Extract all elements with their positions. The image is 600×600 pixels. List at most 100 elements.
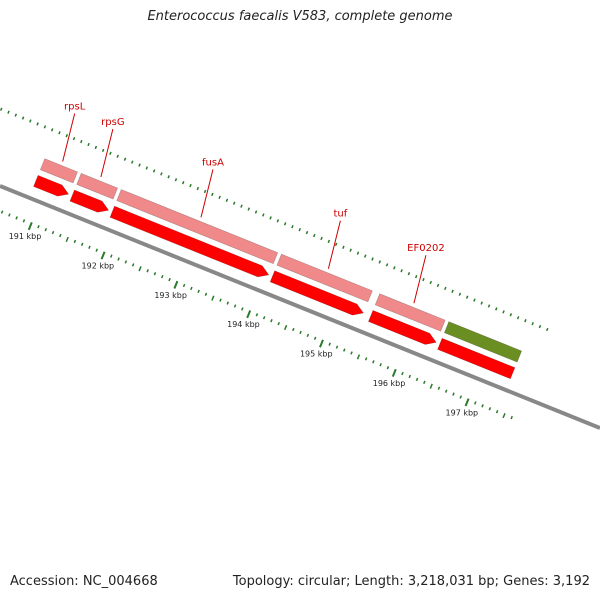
lower-tick [88, 245, 91, 249]
lower-tick [173, 280, 179, 289]
upper-tick [378, 260, 382, 264]
lower-tick [379, 363, 382, 367]
upper-tick [131, 160, 134, 164]
upper-tick [29, 119, 32, 123]
lower-tick [160, 274, 164, 279]
lower-tick [211, 295, 215, 301]
feature-red-3 [437, 337, 516, 380]
upper-tick [58, 131, 61, 135]
kbp-label-195: 195 kbp [300, 350, 333, 359]
upper-tick [407, 272, 411, 276]
gene-fusA-bar [116, 189, 279, 265]
lower-tick [391, 368, 397, 378]
feature-olive-2 [443, 321, 523, 363]
upper-tick [218, 195, 221, 200]
lower-tick [204, 292, 208, 296]
upper-tick [43, 125, 47, 129]
upper-tick [167, 175, 170, 179]
gene-rpsG-arrow [69, 189, 110, 213]
lower-tick [299, 330, 302, 335]
upper-tick [291, 225, 294, 229]
accession-text: Accession: NC_004668 [10, 574, 158, 589]
gene-EF0202-label: EF0202 [407, 243, 445, 254]
upper-tick [7, 110, 10, 114]
upper-tick [342, 245, 345, 249]
upper-tick [174, 178, 178, 182]
lower-tick [350, 351, 353, 355]
lower-tick [146, 269, 149, 273]
lower-tick [124, 260, 128, 264]
gene-EF0202-arrow [368, 310, 437, 345]
upper-tick [473, 298, 476, 302]
map-title: Enterococcus faecalis V583, complete gen… [147, 9, 453, 24]
upper-tick [196, 186, 200, 191]
gene-rpsL-leader [62, 113, 76, 162]
lower-tick [444, 389, 448, 393]
upper-tick [502, 310, 505, 314]
upper-tick [429, 280, 433, 285]
lower-tick [386, 366, 390, 370]
upper-tick [203, 189, 207, 194]
lower-tick [342, 348, 346, 352]
gene-rpsG-bar [76, 172, 118, 200]
lower-tick [131, 263, 135, 267]
lower-tick [15, 216, 18, 220]
upper-tick [487, 304, 491, 308]
upper-tick [524, 319, 527, 323]
lower-tick [437, 386, 441, 390]
ticks-lower: 191 kbp 192 kbp 193 kbp 194 kbp 195 kbp 196 k… [0, 210, 513, 420]
upper-tick [371, 257, 374, 261]
kbp-label-194: 194 kbp [227, 320, 260, 329]
upper-tick [269, 216, 272, 220]
gene-rpsL-arrow [33, 174, 70, 197]
lower-tick [95, 248, 98, 252]
lower-tick [313, 336, 317, 340]
gene-tuf-leader [327, 220, 341, 269]
upper-tick [138, 163, 141, 167]
upper-tick [400, 269, 403, 273]
kbp-label-191: 191 kbp [9, 232, 42, 241]
upper-tick [189, 183, 192, 188]
lower-tick [51, 230, 55, 235]
upper-tick [152, 169, 156, 173]
upper-tick [0, 107, 3, 111]
gene-rpsL-label: rpsL [64, 102, 86, 113]
lower-tick [415, 377, 419, 382]
lower-tick [182, 283, 186, 288]
lower-tick [37, 225, 40, 229]
lower-tick [59, 233, 62, 238]
lower-tick [335, 345, 339, 349]
kbp-label-192: 192 kbp [82, 261, 115, 270]
lower-tick [65, 236, 69, 243]
upper-tick [254, 210, 258, 214]
lower-tick [464, 398, 470, 407]
upper-tick [480, 301, 483, 305]
gene-EF0202-bar [374, 293, 446, 332]
gene-EF0202-leader [413, 255, 427, 304]
gene-rpsG-leader [100, 128, 114, 178]
upper-tick [363, 254, 367, 258]
lower-tick [110, 254, 113, 258]
upper-tick [80, 139, 83, 144]
upper-tick [240, 204, 243, 208]
lower-tick [262, 316, 266, 320]
upper-tick [21, 116, 25, 120]
upper-tick [14, 113, 18, 117]
lower-tick [233, 304, 237, 308]
lower-tick [73, 239, 77, 244]
lower-tick [241, 307, 244, 311]
upper-tick [160, 172, 163, 176]
upper-tick [356, 251, 360, 255]
upper-tick [305, 230, 309, 235]
upper-tick [509, 313, 513, 317]
genome-summary-text: Topology: circular; Length: 3,218,031 bp… [232, 574, 590, 589]
lower-tick [168, 277, 171, 282]
upper-tick [414, 274, 418, 279]
gene-fusA-arrow [109, 205, 270, 278]
lower-tick [306, 333, 310, 338]
upper-tick [247, 207, 251, 211]
upper-tick [145, 166, 149, 170]
lower-tick [328, 342, 331, 346]
lower-tick [277, 321, 280, 326]
